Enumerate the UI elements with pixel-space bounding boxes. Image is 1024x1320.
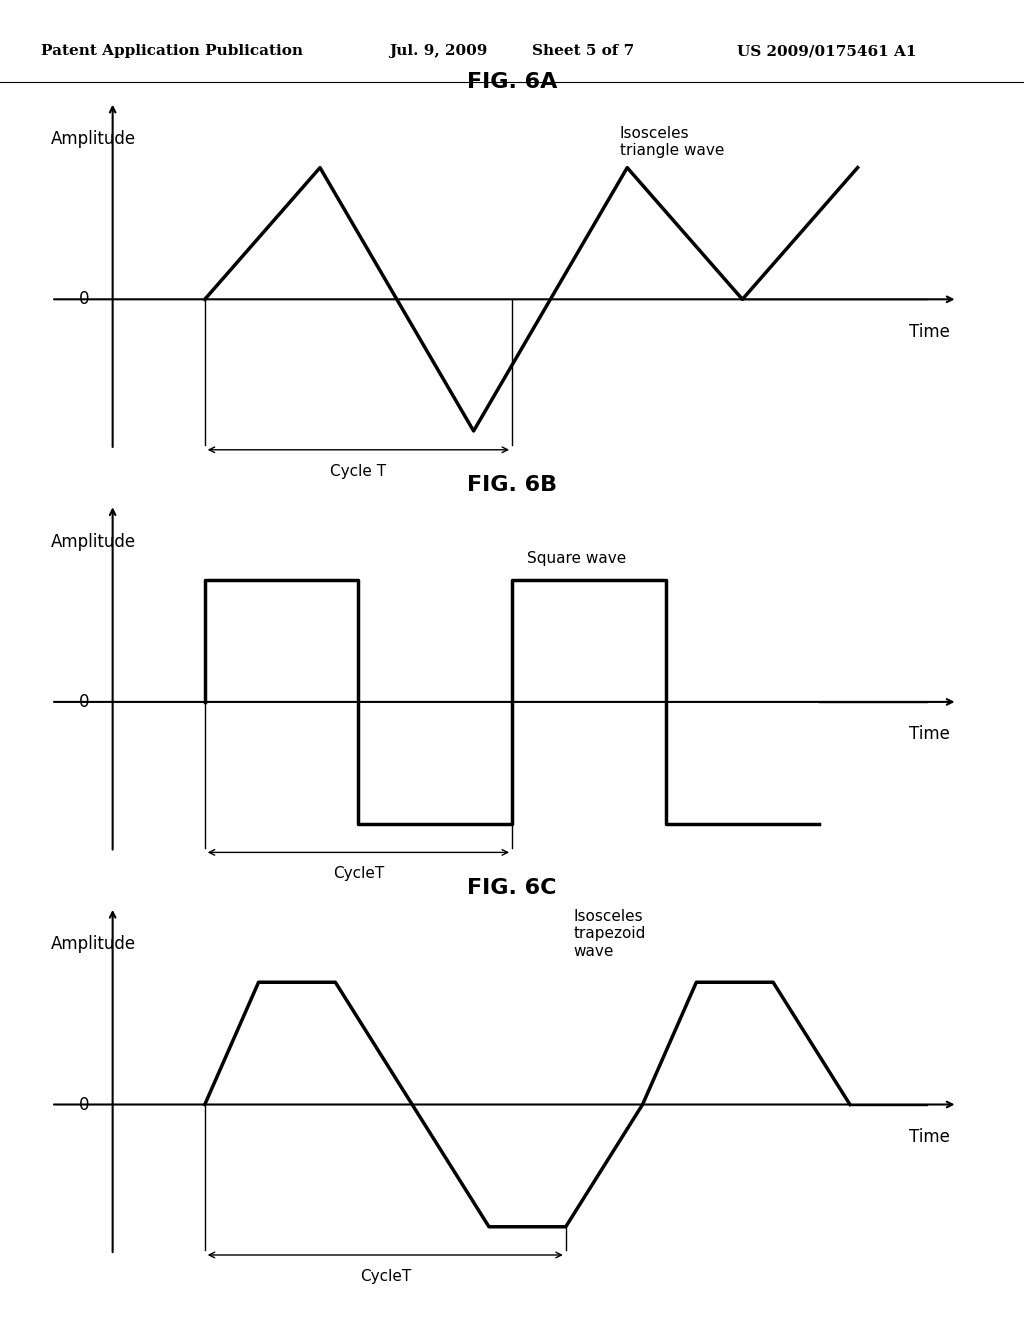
- Text: Amplitude: Amplitude: [51, 935, 136, 953]
- Text: US 2009/0175461 A1: US 2009/0175461 A1: [737, 45, 916, 58]
- Text: Amplitude: Amplitude: [51, 131, 136, 148]
- Text: FIG. 6C: FIG. 6C: [467, 878, 557, 898]
- Text: Square wave: Square wave: [527, 552, 627, 566]
- Text: 0: 0: [79, 290, 90, 309]
- Text: Isosceles
trapezoid
wave: Isosceles trapezoid wave: [573, 909, 646, 958]
- Text: FIG. 6A: FIG. 6A: [467, 73, 557, 92]
- Text: Time: Time: [909, 1129, 949, 1146]
- Text: Time: Time: [909, 726, 949, 743]
- Text: Cycle T: Cycle T: [331, 463, 386, 479]
- Text: CycleT: CycleT: [333, 866, 384, 882]
- Text: Time: Time: [909, 323, 949, 341]
- Text: Amplitude: Amplitude: [51, 532, 136, 550]
- Text: Jul. 9, 2009: Jul. 9, 2009: [389, 45, 487, 58]
- Text: Patent Application Publication: Patent Application Publication: [41, 45, 303, 58]
- Text: 0: 0: [79, 1096, 90, 1114]
- Text: Isosceles
triangle wave: Isosceles triangle wave: [620, 125, 724, 158]
- Text: CycleT: CycleT: [359, 1269, 411, 1284]
- Text: Sheet 5 of 7: Sheet 5 of 7: [532, 45, 635, 58]
- Text: FIG. 6B: FIG. 6B: [467, 475, 557, 495]
- Text: 0: 0: [79, 693, 90, 711]
